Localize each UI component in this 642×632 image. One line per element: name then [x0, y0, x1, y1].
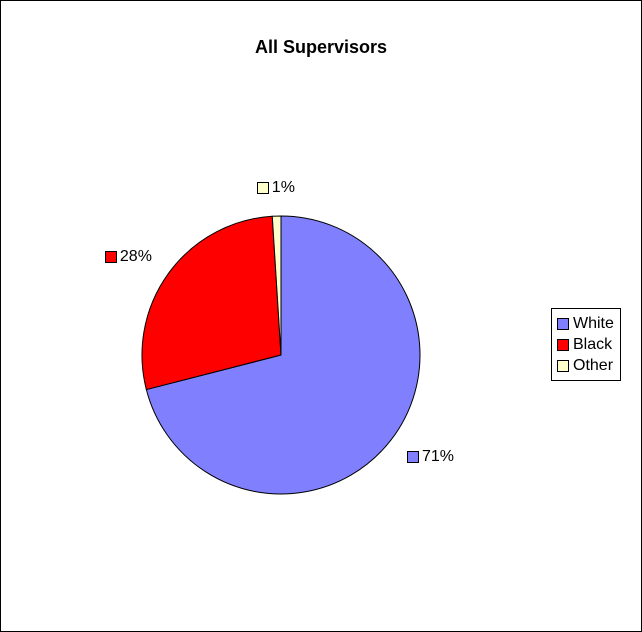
- pie-slice-black: [141, 215, 282, 391]
- data-label-swatch: [256, 182, 269, 195]
- pie-slice-white: [145, 215, 421, 495]
- legend-swatch: [557, 338, 569, 351]
- legend-label: Other: [573, 357, 614, 374]
- legend-entry-white: White: [557, 313, 614, 334]
- data-label-other: 1%: [256, 179, 295, 197]
- legend-swatch: [557, 317, 569, 330]
- data-label-white: 71%: [407, 448, 454, 466]
- chart-title: All Supervisors: [254, 37, 388, 57]
- data-label-text: 1%: [271, 179, 295, 197]
- legend-label: White: [573, 315, 614, 332]
- data-label-swatch: [407, 451, 419, 464]
- legend-swatch: [557, 359, 569, 372]
- data-label-text: 28%: [119, 247, 152, 265]
- data-label-text: 71%: [422, 448, 455, 466]
- legend-entry-black: Black: [557, 334, 614, 355]
- legend-entry-other: Other: [557, 355, 614, 376]
- data-label-black: 28%: [104, 247, 152, 266]
- pie-slice-other: [271, 215, 282, 356]
- legend-label: Black: [573, 336, 613, 353]
- legend: White Black Other: [551, 308, 621, 381]
- data-label-swatch: [104, 250, 117, 263]
